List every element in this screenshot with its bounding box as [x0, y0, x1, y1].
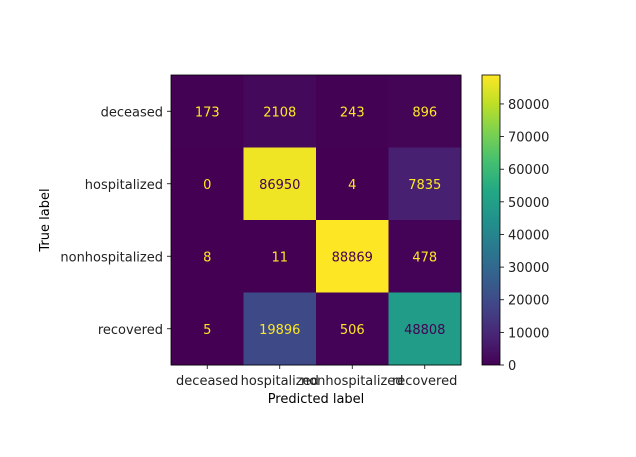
x-tick-label: hospitalized [241, 374, 319, 389]
matrix-cell [388, 292, 462, 366]
matrix-cell [171, 75, 244, 148]
colorbar-tick-label: 0 [508, 359, 516, 374]
colorbar-tick-label: 60000 [508, 163, 549, 178]
x-tick-label: nonhospitalized [301, 374, 404, 389]
matrix-cell [171, 220, 244, 293]
y-axis: deceased hospitalized nonhospitalized recov… [60, 105, 171, 338]
y-tick-label: hospitalized [85, 178, 163, 193]
cell-value-label: 5 [203, 323, 211, 338]
cell-value-label: 19896 [259, 323, 300, 338]
colorbar-tick-label: 50000 [508, 196, 549, 211]
y-axis-title: True label [38, 188, 53, 252]
y-tick-label: deceased [101, 105, 163, 120]
matrix-frame [170, 74, 462, 366]
cell-value-label: 173 [195, 105, 220, 120]
colorbar: 0 10000 20000 30000 40000 50000 60000 70000 8000… [481, 74, 549, 374]
matrix-cell [316, 75, 389, 148]
x-axis-title: Predicted label [268, 392, 365, 407]
cell-value-label: 506 [340, 323, 365, 338]
y-tick-label: nonhospitalized [60, 250, 163, 265]
colorbar-tick-label: 20000 [508, 294, 549, 309]
colorbar-tick-label: 30000 [508, 261, 549, 276]
matrix-cell [316, 147, 389, 221]
matrix-cell [316, 292, 389, 366]
colorbar-gradient [481, 74, 501, 366]
y-tick-label: recovered [98, 323, 163, 338]
cell-value-label: 48808 [404, 323, 445, 338]
cell-value-label: 11 [271, 250, 288, 265]
cell-value-label: 243 [340, 105, 365, 120]
matrix-cell [243, 220, 317, 293]
cell-value-label: 478 [412, 250, 437, 265]
matrix-cell [316, 220, 389, 293]
colorbar-tick-label: 80000 [508, 98, 549, 113]
matrix-cell [388, 75, 462, 148]
colorbar-tick-label: 10000 [508, 326, 549, 341]
x-tick-label: recovered [392, 374, 457, 389]
cell-value-label: 7835 [408, 178, 441, 193]
matrix-cell [243, 292, 317, 366]
matrix-cell [388, 147, 462, 221]
matrix-cell [243, 147, 317, 221]
cell-value-label: 2108 [263, 105, 296, 120]
cell-value-label: 0 [203, 178, 211, 193]
matrix-area: 173 2108 243 896 0 86950 4 7835 8 11 88869 478 5 1989… [170, 74, 462, 366]
cell-value-label: 88869 [332, 250, 373, 265]
matrix-cell [171, 147, 244, 221]
cell-value-label: 896 [412, 105, 437, 120]
colorbar-tick-label: 40000 [508, 228, 549, 243]
x-tick-label: deceased [176, 374, 238, 389]
cell-value-label: 86950 [259, 178, 300, 193]
cell-value-label: 4 [348, 178, 356, 193]
cell-value-label: 8 [203, 250, 211, 265]
matrix-cell [171, 292, 244, 366]
colorbar-tick-label: 70000 [508, 131, 549, 146]
matrix-cell [388, 220, 462, 293]
x-axis: deceased hospitalizednonhospitalizedrecov… [176, 365, 457, 389]
matrix-cell [243, 75, 317, 148]
